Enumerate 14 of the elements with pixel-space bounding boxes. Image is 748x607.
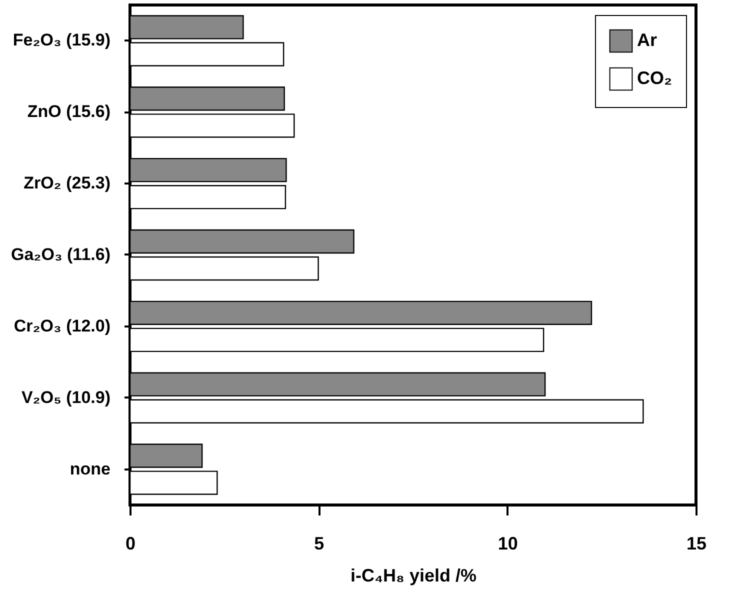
y-tick-label: ZnO (15.6) — [27, 102, 110, 122]
x-tick-label: 10 — [498, 534, 518, 554]
y-tick-label: Cr₂O₃ (12.0) — [14, 316, 110, 336]
y-tick-label: ZrO₂ (25.3) — [24, 174, 110, 193]
legend-label: Ar — [637, 30, 658, 50]
x-tick-label: 0 — [125, 534, 136, 554]
y-tick-label: Ga₂O₃ (11.6) — [10, 245, 110, 264]
y-tick-label: Fe₂O₃ (15.9) — [12, 30, 110, 50]
x-tick-label: 15 — [686, 534, 707, 554]
x-tick-label: 5 — [314, 534, 324, 554]
y-tick-label: V₂O₅ (10.9) — [21, 388, 110, 407]
x-axis-title: i-C₄H₈ yield /% — [350, 566, 477, 586]
y-tick-label: none — [70, 459, 110, 478]
legend-label: CO₂ — [637, 68, 672, 88]
